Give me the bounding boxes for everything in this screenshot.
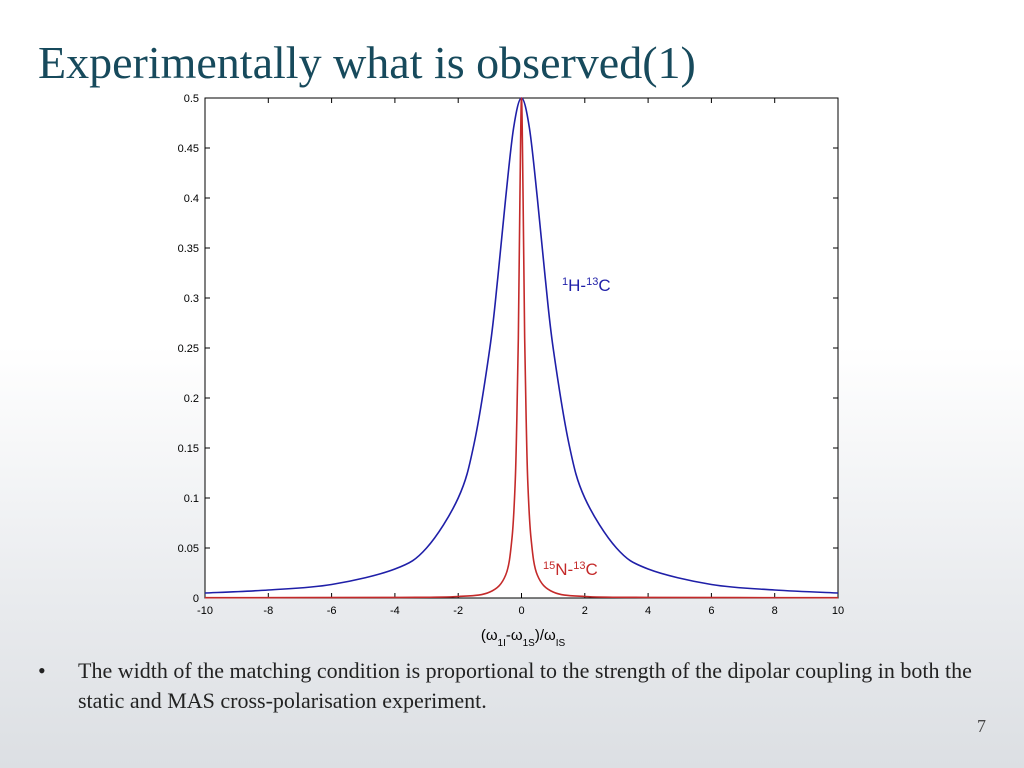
- bullet-text: The width of the matching condition is p…: [78, 658, 972, 713]
- x-tick-label: -6: [327, 605, 337, 617]
- line-chart: -10 -8 -6 -4 -2 0 2 4 6 8 10 0 0.05 0.1 0.15 0.2 0.25 0.3…: [178, 93, 845, 649]
- x-tick-label: -8: [263, 605, 273, 617]
- x-axis-label: (ω1I-ω1S)/ωIS: [481, 627, 566, 649]
- y-tick-label: 0.1: [184, 493, 199, 505]
- plot-frame: [204, 97, 839, 599]
- x-tick-label: 0: [518, 605, 524, 617]
- y-tick-label: 0.2: [184, 393, 199, 405]
- y-tick-label: 0.45: [178, 143, 199, 155]
- y-tick-label: 0.4: [184, 193, 199, 205]
- series-label-n-c: 15N-13C: [543, 560, 598, 579]
- x-tick-label: 2: [582, 605, 588, 617]
- y-tick-label: 0.3: [184, 293, 199, 305]
- x-tick-label: -2: [453, 605, 463, 617]
- axis-ticks: -10 -8 -6 -4 -2 0 2 4 6 8 10 0 0.05 0.1 0.15 0.2 0.25 0.3…: [178, 93, 845, 617]
- x-tick-label: 8: [772, 605, 778, 617]
- y-tick-label: 0: [193, 593, 199, 605]
- y-tick-label: 0.5: [184, 93, 199, 105]
- series-label-h-c: 1H-13C: [562, 276, 611, 295]
- y-tick-label: 0.05: [178, 543, 199, 555]
- y-tick-label: 0.25: [178, 343, 199, 355]
- bullet-symbol: •: [38, 658, 46, 683]
- x-tick-label: 4: [645, 605, 651, 617]
- x-tick-label: 6: [708, 605, 714, 617]
- y-tick-label: 0.35: [178, 243, 199, 255]
- series-lines: [204, 97, 839, 599]
- slide-title: Experimentally what is observed(1): [38, 37, 696, 88]
- series-line-n-c: [204, 97, 839, 599]
- x-tick-label: 10: [832, 605, 844, 617]
- y-tick-label: 0.15: [178, 443, 199, 455]
- page-number: 7: [977, 716, 986, 736]
- x-tick-label: -10: [197, 605, 213, 617]
- x-tick-label: -4: [390, 605, 400, 617]
